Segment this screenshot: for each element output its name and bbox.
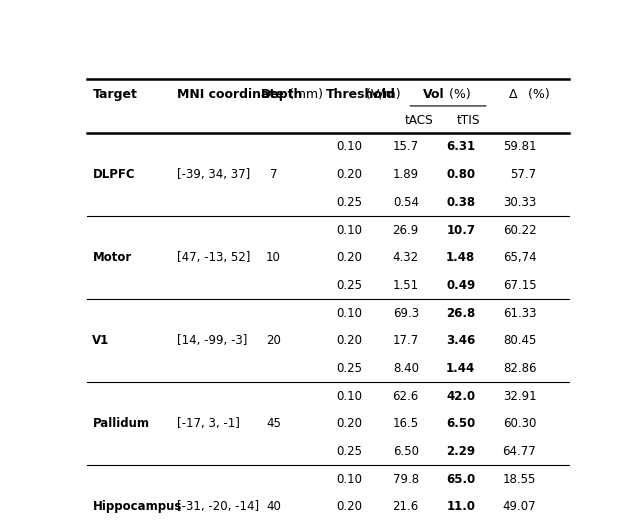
Text: 1.48: 1.48 bbox=[446, 251, 476, 264]
Text: 60.30: 60.30 bbox=[503, 417, 536, 430]
Text: 1.51: 1.51 bbox=[393, 279, 419, 292]
Text: 59.81: 59.81 bbox=[503, 140, 536, 153]
Text: Target: Target bbox=[92, 88, 137, 101]
Text: 26.9: 26.9 bbox=[392, 224, 419, 236]
Text: Hippocampus: Hippocampus bbox=[92, 500, 182, 513]
Text: 64.77: 64.77 bbox=[502, 445, 536, 458]
Text: 7: 7 bbox=[269, 168, 277, 181]
Text: 0.80: 0.80 bbox=[446, 168, 476, 181]
Text: 0.54: 0.54 bbox=[393, 196, 419, 209]
Text: 21.6: 21.6 bbox=[392, 500, 419, 513]
Text: 0.10: 0.10 bbox=[337, 390, 363, 403]
Text: 1.89: 1.89 bbox=[393, 168, 419, 181]
Text: 0.38: 0.38 bbox=[446, 196, 476, 209]
Text: 1.44: 1.44 bbox=[446, 362, 476, 375]
Text: 0.25: 0.25 bbox=[337, 279, 363, 292]
Text: 10.7: 10.7 bbox=[446, 224, 476, 236]
Text: 79.8: 79.8 bbox=[393, 472, 419, 486]
Text: 2.29: 2.29 bbox=[446, 445, 476, 458]
Text: 0.10: 0.10 bbox=[337, 307, 363, 320]
Text: tACS: tACS bbox=[404, 114, 433, 128]
Text: 61.33: 61.33 bbox=[503, 307, 536, 320]
Text: 60.22: 60.22 bbox=[502, 224, 536, 236]
Text: 0.10: 0.10 bbox=[337, 224, 363, 236]
Text: 17.7: 17.7 bbox=[392, 334, 419, 347]
Text: 10: 10 bbox=[266, 251, 281, 264]
Text: 26.8: 26.8 bbox=[446, 307, 476, 320]
Text: [14, -99, -3]: [14, -99, -3] bbox=[177, 334, 247, 347]
Text: V1: V1 bbox=[92, 334, 109, 347]
Text: (V/m): (V/m) bbox=[362, 88, 401, 101]
Text: 65.0: 65.0 bbox=[446, 472, 476, 486]
Text: 32.91: 32.91 bbox=[502, 390, 536, 403]
Text: (%): (%) bbox=[520, 88, 550, 101]
Text: 16.5: 16.5 bbox=[393, 417, 419, 430]
Text: 8.40: 8.40 bbox=[393, 362, 419, 375]
Text: [-31, -20, -14]: [-31, -20, -14] bbox=[177, 500, 259, 513]
Text: 6.31: 6.31 bbox=[446, 140, 476, 153]
Text: 69.3: 69.3 bbox=[393, 307, 419, 320]
Text: [-17, 3, -1]: [-17, 3, -1] bbox=[177, 417, 239, 430]
Text: 49.07: 49.07 bbox=[502, 500, 536, 513]
Text: MNI coordinate: MNI coordinate bbox=[177, 88, 284, 101]
Text: Vol: Vol bbox=[423, 88, 445, 101]
Text: 20: 20 bbox=[266, 334, 281, 347]
Text: 0.20: 0.20 bbox=[337, 500, 363, 513]
Text: 15.7: 15.7 bbox=[393, 140, 419, 153]
Text: 6.50: 6.50 bbox=[393, 445, 419, 458]
Text: [47, -13, 52]: [47, -13, 52] bbox=[177, 251, 250, 264]
Text: 0.49: 0.49 bbox=[446, 279, 476, 292]
Text: Motor: Motor bbox=[92, 251, 132, 264]
Text: 0.20: 0.20 bbox=[337, 334, 363, 347]
Text: 82.86: 82.86 bbox=[503, 362, 536, 375]
Text: Pallidum: Pallidum bbox=[92, 417, 149, 430]
Text: tTIS: tTIS bbox=[457, 114, 481, 128]
Text: Threshold: Threshold bbox=[326, 88, 396, 101]
Text: 6.50: 6.50 bbox=[446, 417, 476, 430]
Text: 40: 40 bbox=[266, 500, 281, 513]
Text: 4.32: 4.32 bbox=[393, 251, 419, 264]
Text: DLPFC: DLPFC bbox=[92, 168, 135, 181]
Text: 57.7: 57.7 bbox=[510, 168, 536, 181]
Text: (%): (%) bbox=[445, 88, 470, 101]
Text: 0.20: 0.20 bbox=[337, 168, 363, 181]
Text: (mm): (mm) bbox=[285, 88, 323, 101]
Text: 3.46: 3.46 bbox=[446, 334, 476, 347]
Text: 0.20: 0.20 bbox=[337, 417, 363, 430]
Text: 0.25: 0.25 bbox=[337, 362, 363, 375]
Text: 11.0: 11.0 bbox=[446, 500, 476, 513]
Text: 0.25: 0.25 bbox=[337, 196, 363, 209]
Text: 0.10: 0.10 bbox=[337, 140, 363, 153]
Text: Δ: Δ bbox=[509, 88, 518, 101]
Text: 62.6: 62.6 bbox=[392, 390, 419, 403]
Text: 0.25: 0.25 bbox=[337, 445, 363, 458]
Text: 0.10: 0.10 bbox=[337, 472, 363, 486]
Text: 0.20: 0.20 bbox=[337, 251, 363, 264]
Text: 67.15: 67.15 bbox=[502, 279, 536, 292]
Text: [-39, 34, 37]: [-39, 34, 37] bbox=[177, 168, 250, 181]
Text: 18.55: 18.55 bbox=[503, 472, 536, 486]
Text: 65,74: 65,74 bbox=[502, 251, 536, 264]
Text: Depth: Depth bbox=[261, 88, 303, 101]
Text: 30.33: 30.33 bbox=[503, 196, 536, 209]
Text: 80.45: 80.45 bbox=[503, 334, 536, 347]
Text: 42.0: 42.0 bbox=[446, 390, 476, 403]
Text: 45: 45 bbox=[266, 417, 281, 430]
